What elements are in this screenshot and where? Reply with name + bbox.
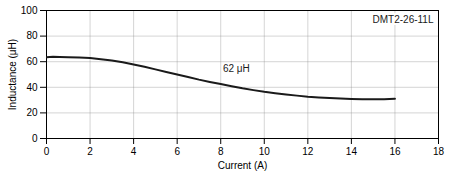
svg-text:8: 8 xyxy=(218,146,224,157)
svg-text:DMT2-26-11L: DMT2-26-11L xyxy=(373,14,434,25)
svg-text:2: 2 xyxy=(87,146,93,157)
svg-text:14: 14 xyxy=(346,146,358,157)
svg-text:4: 4 xyxy=(131,146,137,157)
svg-text:6: 6 xyxy=(174,146,180,157)
svg-text:12: 12 xyxy=(302,146,314,157)
svg-text:0: 0 xyxy=(32,133,38,144)
svg-text:10: 10 xyxy=(259,146,271,157)
svg-text:60: 60 xyxy=(26,56,38,67)
svg-text:16: 16 xyxy=(389,146,401,157)
svg-text:100: 100 xyxy=(21,5,38,16)
svg-text:18: 18 xyxy=(433,146,445,157)
svg-text:40: 40 xyxy=(26,82,38,93)
svg-text:Inductance (μH): Inductance (μH) xyxy=(7,39,18,110)
svg-text:80: 80 xyxy=(26,30,38,41)
svg-text:20: 20 xyxy=(26,107,38,118)
svg-text:62 μH: 62 μH xyxy=(223,63,250,74)
svg-text:Current (A): Current (A) xyxy=(218,160,267,171)
svg-text:0: 0 xyxy=(44,146,50,157)
